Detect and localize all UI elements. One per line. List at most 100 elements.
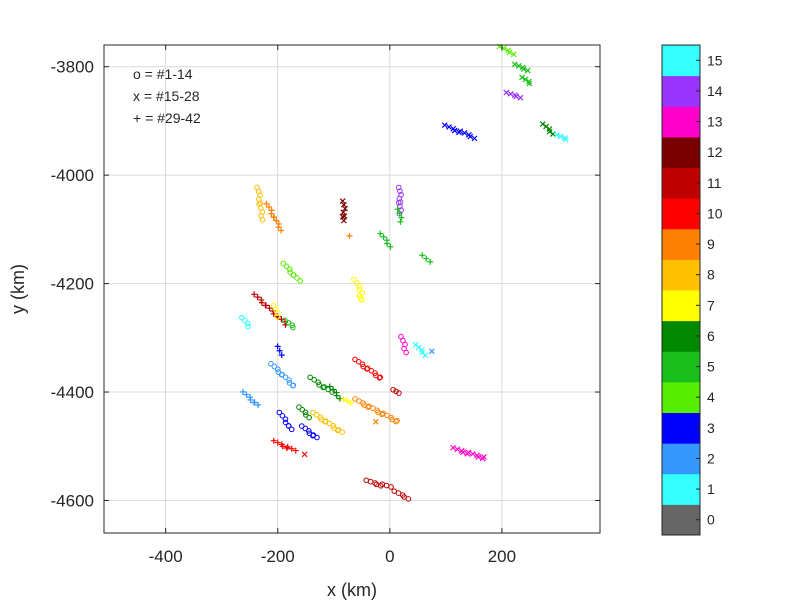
data-point-circle: [393, 388, 399, 395]
data-point-plus: [380, 233, 387, 240]
data-point-circle: [396, 390, 402, 396]
legend-text-circle: o = #1-14: [133, 66, 193, 82]
data-point-cross: [461, 130, 468, 136]
data-point-cross: [301, 451, 308, 458]
colorbar-tick-label: 3: [707, 420, 715, 436]
colorbar-segment: [662, 136, 700, 168]
data-point-circle: [321, 384, 327, 390]
data-point-circle: [356, 286, 363, 293]
colorbar-segment: [662, 198, 700, 230]
data-point-plus: [247, 396, 254, 403]
data-points: [238, 43, 569, 502]
data-point-cross: [372, 418, 379, 425]
data-point-circle: [299, 406, 306, 413]
data-point-cross: [515, 63, 522, 69]
y-tick-label: -4600: [51, 491, 94, 510]
colorbar-tick-label: 7: [707, 297, 715, 313]
data-point-circle: [242, 317, 248, 324]
data-point-cross: [524, 67, 531, 74]
data-point-plus: [278, 352, 285, 359]
colorbar-segment: [662, 381, 700, 413]
data-point-plus: [288, 445, 295, 452]
data-point-plus: [251, 399, 258, 406]
data-point-cross: [480, 454, 487, 460]
data-point-circle: [339, 429, 345, 435]
data-point-cross: [503, 89, 510, 96]
data-point-plus: [251, 291, 258, 298]
data-point-cross: [340, 217, 347, 224]
data-point-cross: [460, 449, 466, 456]
y-tick-label: -3800: [51, 58, 94, 77]
data-point-plus: [266, 204, 273, 211]
data-point-circle: [282, 419, 289, 426]
data-point-circle: [379, 411, 385, 418]
data-point-circle: [394, 417, 400, 424]
data-point-cross: [562, 136, 569, 143]
data-point-cross: [450, 444, 457, 451]
data-point-circle: [306, 414, 312, 421]
data-point-cross: [506, 49, 513, 56]
x-tick-label: 0: [385, 547, 394, 566]
data-point-circle: [388, 484, 394, 490]
data-point-circle: [245, 323, 251, 330]
data-point-plus: [254, 294, 261, 301]
data-point-circle: [290, 382, 297, 389]
data-point-plus: [377, 230, 384, 237]
data-point-plus: [255, 401, 262, 408]
data-point-circle: [294, 275, 300, 281]
data-point-cross: [465, 449, 472, 456]
data-point-plus: [394, 206, 401, 213]
data-point-circle: [280, 260, 287, 267]
data-point-plus: [340, 395, 347, 402]
x-tick-label: 200: [488, 547, 516, 566]
data-point-circle: [353, 280, 360, 286]
colorbar-tick-label: 10: [707, 205, 723, 221]
data-point-cross: [520, 66, 527, 72]
data-point-cross: [513, 93, 520, 100]
data-point-circle: [279, 413, 286, 419]
data-point-circle: [290, 324, 296, 331]
data-point-circle: [393, 418, 399, 425]
plot-frame: [103, 44, 601, 534]
data-point-plus: [278, 227, 285, 234]
colorbar-tick-label: 14: [707, 83, 723, 99]
colorbar-segment: [662, 320, 700, 352]
data-point-plus: [346, 232, 353, 239]
data-point-plus: [347, 399, 354, 406]
data-point-circle: [372, 480, 378, 486]
data-point-circle: [275, 369, 282, 375]
data-point-plus: [275, 224, 282, 231]
data-point-circle: [359, 297, 365, 303]
colorbar-tick-label: 15: [707, 52, 723, 68]
data-point-circle: [359, 361, 366, 367]
data-point-circle: [283, 263, 290, 270]
data-point-circle: [275, 310, 281, 316]
data-point-plus: [262, 302, 269, 309]
data-point-circle: [238, 314, 245, 321]
colorbar-segment: [662, 504, 700, 536]
data-point-plus: [284, 443, 291, 450]
data-point-plus: [292, 447, 299, 454]
colorbar-segment: [662, 473, 700, 505]
data-point-circle: [286, 377, 292, 383]
colorbar-segment: [662, 75, 700, 107]
data-point-circle: [271, 363, 278, 370]
data-point-cross: [467, 133, 474, 140]
colorbar-tick-label: 2: [707, 450, 715, 466]
colorbar-segment: [662, 259, 700, 291]
data-point-circle: [314, 434, 320, 441]
colorbar-tick-label: 12: [707, 144, 723, 160]
data-point-circle: [296, 404, 302, 410]
data-point-cross: [342, 205, 348, 212]
data-point-cross: [428, 348, 435, 355]
data-point-circle: [395, 199, 402, 206]
data-point-circle: [285, 423, 292, 429]
x-tick-label: -400: [149, 547, 183, 566]
data-point-circle: [282, 416, 289, 422]
data-point-plus: [266, 305, 273, 312]
data-point-circle: [274, 313, 280, 320]
data-point-cross: [469, 450, 476, 457]
data-point-circle: [289, 322, 296, 328]
colorbar-segment: [662, 167, 700, 199]
data-point-circle: [306, 428, 312, 434]
